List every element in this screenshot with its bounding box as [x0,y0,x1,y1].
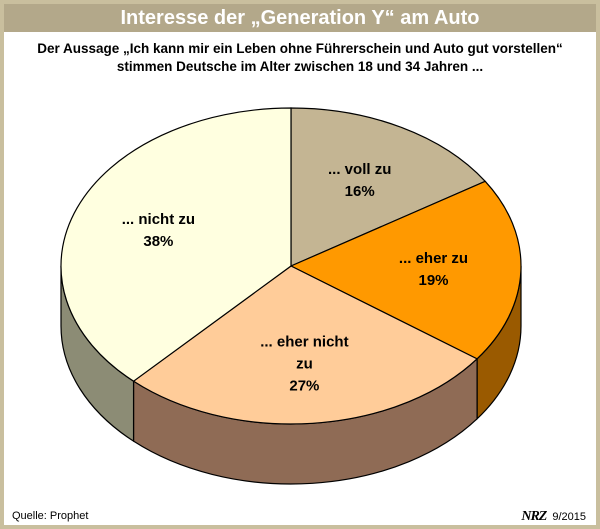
pie-side-walls [60,265,522,485]
pie-slice-3 [132,265,479,425]
pie-slice-2 [289,180,522,360]
slice-category-label-2: ... eher zu [399,250,468,267]
pie-slice-1 [290,107,487,267]
slice-category-label-3: zu [296,356,313,373]
slice-category-label-4: ... nicht zu [122,211,195,228]
slice-category-label-3: ... eher nicht [260,334,348,351]
source-note: Quelle: Prophet [12,510,89,522]
pie-slice-4 [60,107,292,382]
pie-chart: ... voll zu 16% ... eher zu 19% ... eher nic… [60,107,522,485]
slice-value-label-2: 19% [418,272,448,289]
footer-credit: NRZ 9/2015 [521,509,586,525]
nrz-logo: NRZ [521,509,547,524]
slice-category-label-1: ... voll zu [328,161,391,178]
publication-date: 9/2015 [552,511,586,523]
pie-labels: ... voll zu 16% ... eher zu 19% ... eher nic… [122,161,468,394]
pie-slices [60,107,522,425]
chart-subtitle: Der Aussage „Ich kann mir ein Leben ohne… [37,41,563,74]
slice-value-label-3: 27% [289,378,319,395]
chart-title: Interesse der „Generation Y“ am Auto [4,4,596,32]
slice-value-label-4: 38% [143,233,173,250]
slice-value-label-1: 16% [345,183,375,200]
